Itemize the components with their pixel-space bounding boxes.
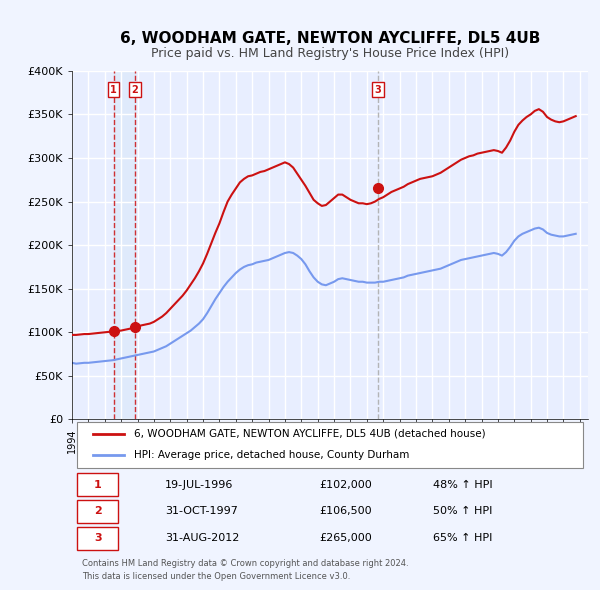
Text: 48% ↑ HPI: 48% ↑ HPI (433, 480, 493, 490)
Text: 1: 1 (94, 480, 101, 490)
FancyBboxPatch shape (77, 422, 583, 468)
Text: 3: 3 (94, 533, 101, 543)
Text: £102,000: £102,000 (320, 480, 373, 490)
FancyBboxPatch shape (77, 473, 118, 496)
Text: 31-AUG-2012: 31-AUG-2012 (165, 533, 239, 543)
Text: 65% ↑ HPI: 65% ↑ HPI (433, 533, 493, 543)
Text: This data is licensed under the Open Government Licence v3.0.: This data is licensed under the Open Gov… (82, 572, 350, 581)
Text: 1: 1 (110, 85, 117, 95)
Text: £265,000: £265,000 (320, 533, 373, 543)
Text: 2: 2 (131, 85, 138, 95)
Text: 2: 2 (94, 506, 101, 516)
Text: 50% ↑ HPI: 50% ↑ HPI (433, 506, 493, 516)
Text: Contains HM Land Registry data © Crown copyright and database right 2024.: Contains HM Land Registry data © Crown c… (82, 559, 409, 568)
Text: 3: 3 (374, 85, 381, 95)
Text: 31-OCT-1997: 31-OCT-1997 (165, 506, 238, 516)
Text: HPI: Average price, detached house, County Durham: HPI: Average price, detached house, Coun… (134, 450, 409, 460)
FancyBboxPatch shape (77, 527, 118, 550)
Text: 19-JUL-1996: 19-JUL-1996 (165, 480, 233, 490)
Text: 6, WOODHAM GATE, NEWTON AYCLIFFE, DL5 4UB (detached house): 6, WOODHAM GATE, NEWTON AYCLIFFE, DL5 4U… (134, 428, 485, 438)
Bar (113, 71, 135, 419)
Text: Price paid vs. HM Land Registry's House Price Index (HPI): Price paid vs. HM Land Registry's House … (151, 47, 509, 60)
Text: £106,500: £106,500 (320, 506, 373, 516)
FancyBboxPatch shape (77, 500, 118, 523)
Text: 6, WOODHAM GATE, NEWTON AYCLIFFE, DL5 4UB: 6, WOODHAM GATE, NEWTON AYCLIFFE, DL5 4U… (120, 31, 540, 46)
